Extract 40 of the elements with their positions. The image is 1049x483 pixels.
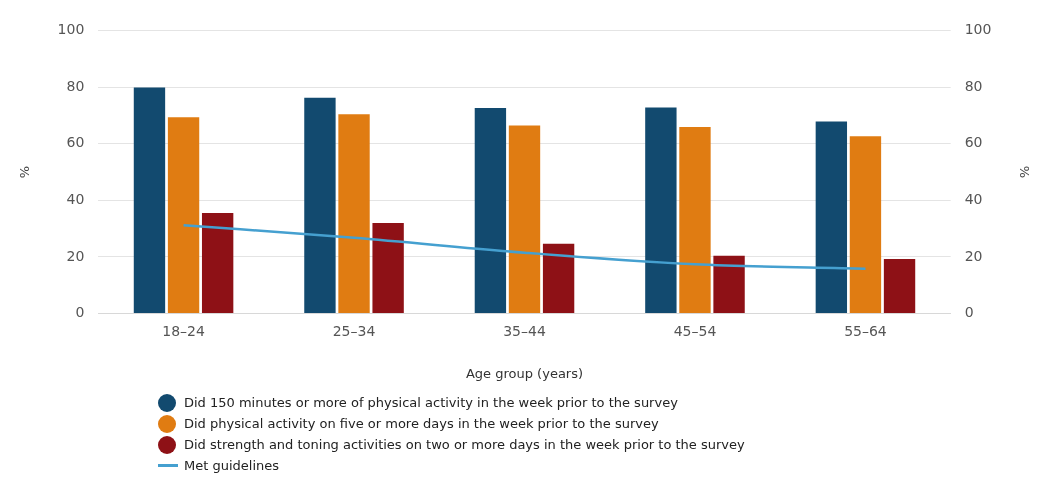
y2-tick-label: 80 bbox=[964, 77, 983, 94]
bar bbox=[338, 114, 370, 314]
bar bbox=[713, 255, 745, 314]
y2-axis-title: % bbox=[1016, 165, 1032, 179]
x-tick-label: 25–34 bbox=[332, 322, 376, 339]
legend-label: Met guidelines bbox=[184, 458, 280, 473]
bar bbox=[883, 258, 916, 314]
y2-tick-label: 40 bbox=[964, 190, 983, 207]
y-tick-label: 100 bbox=[57, 21, 85, 38]
y-tick-label: 0 bbox=[75, 304, 85, 321]
bar bbox=[304, 97, 336, 314]
bar bbox=[645, 107, 677, 314]
y2-tick-label: 0 bbox=[964, 304, 974, 321]
x-tick-label: 45–54 bbox=[673, 322, 717, 339]
bar bbox=[849, 136, 882, 314]
bar bbox=[474, 108, 507, 314]
x-tick-label: 18–24 bbox=[162, 322, 205, 339]
legend-label: Did physical activity on five or more days in the week prior to the survey bbox=[184, 416, 659, 431]
y2-tick-label: 100 bbox=[964, 21, 992, 38]
y-tick-label: 20 bbox=[66, 247, 85, 264]
y2-tick-label: 60 bbox=[964, 134, 983, 151]
bar bbox=[167, 117, 200, 314]
legend-label: Did strength and toning activities on two or more days in the week prior to the survey bbox=[184, 437, 745, 452]
line-series bbox=[182, 223, 867, 271]
x-tick-label: 35–44 bbox=[503, 322, 546, 339]
bar bbox=[815, 121, 848, 314]
bar bbox=[679, 126, 711, 314]
y-tick-label: 40 bbox=[66, 190, 85, 207]
legend-label: Did 150 minutes or more of physical activity in the week prior to the survey bbox=[184, 395, 678, 410]
bar bbox=[542, 243, 575, 314]
y-tick-label: 60 bbox=[66, 134, 85, 151]
y-tick-label: 80 bbox=[66, 77, 85, 94]
x-tick-label: 55–64 bbox=[844, 322, 887, 339]
x-axis-title: Age group (years) bbox=[465, 365, 584, 381]
bar bbox=[372, 222, 404, 314]
bar bbox=[201, 213, 234, 314]
y-axis-title: % bbox=[17, 165, 33, 179]
bar bbox=[508, 125, 541, 314]
bar bbox=[133, 87, 166, 314]
y2-tick-label: 20 bbox=[964, 247, 983, 264]
